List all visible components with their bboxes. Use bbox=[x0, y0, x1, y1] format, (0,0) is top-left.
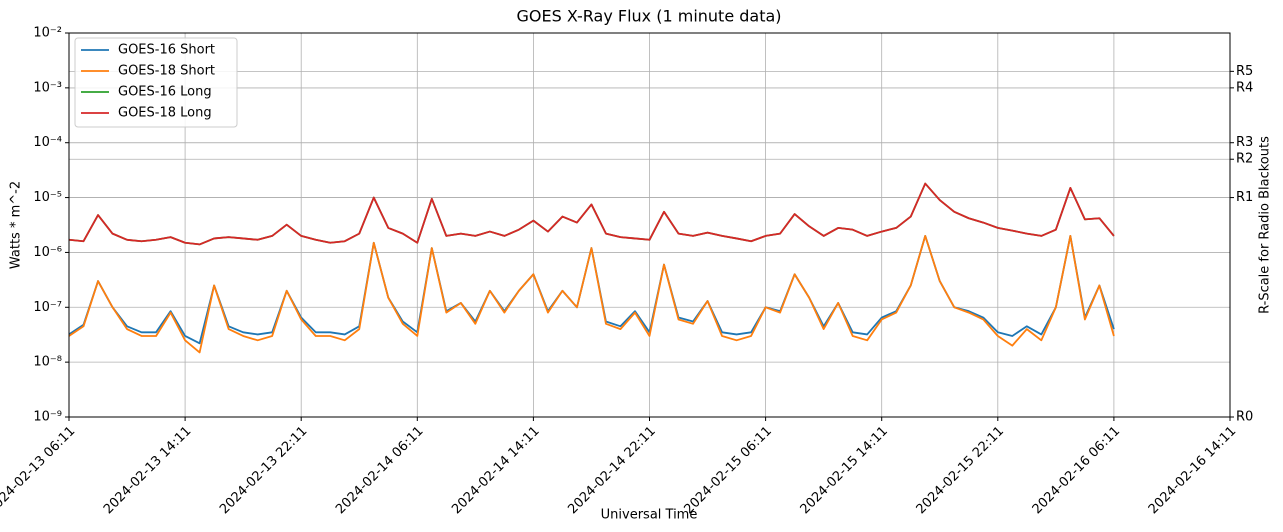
x-axis-label: Universal Time bbox=[601, 508, 698, 523]
x-tick-label: 2024-02-15 14:11 bbox=[798, 424, 891, 517]
series-line bbox=[68, 182, 1115, 246]
y-tick-label: 10⁻³ bbox=[33, 80, 62, 95]
x-tick-label: 2024-02-16 14:11 bbox=[1146, 424, 1239, 517]
y-tick-label: 10⁻² bbox=[33, 26, 62, 41]
y-tick-label: 10⁻⁷ bbox=[33, 300, 62, 315]
legend-label: GOES-16 Short bbox=[118, 43, 215, 58]
chart-title: GOES X-Ray Flux (1 minute data) bbox=[516, 7, 781, 26]
x-tick-label: 2024-02-13 06:11 bbox=[0, 424, 78, 517]
x-tick-label: 2024-02-15 22:11 bbox=[914, 424, 1007, 517]
y2-tick-label: R1 bbox=[1236, 190, 1253, 205]
legend-label: GOES-18 Long bbox=[118, 106, 212, 121]
y-tick-label: 10⁻⁴ bbox=[33, 135, 62, 150]
x-tick-label: 2024-02-13 14:11 bbox=[101, 424, 194, 517]
x-tick-label: 2024-02-15 06:11 bbox=[681, 424, 774, 517]
y2-tick-label: R3 bbox=[1236, 135, 1253, 150]
y2-tick-label: R4 bbox=[1236, 80, 1253, 95]
legend-label: GOES-16 Long bbox=[118, 85, 212, 100]
x-tick-label: 2024-02-13 22:11 bbox=[217, 424, 310, 517]
legend-label: GOES-18 Short bbox=[118, 64, 215, 79]
y-tick-label: 10⁻⁶ bbox=[33, 245, 62, 260]
plot-frame bbox=[68, 32, 1231, 418]
y2-tick-label: R2 bbox=[1236, 152, 1253, 167]
x-tick-label: 2024-02-14 22:11 bbox=[565, 424, 658, 517]
series-line bbox=[68, 235, 1115, 354]
y2-tick-label: R0 bbox=[1236, 410, 1253, 425]
x-tick-label: 2024-02-16 06:11 bbox=[1030, 424, 1123, 517]
legend-box bbox=[74, 37, 238, 128]
x-tick-label: 2024-02-14 14:11 bbox=[449, 424, 542, 517]
x-tick-label: 2024-02-14 06:11 bbox=[333, 424, 426, 517]
y-tick-label: 10⁻⁵ bbox=[33, 190, 62, 205]
y-axis-label: Watts * m^-2 bbox=[9, 181, 24, 269]
y2-tick-label: R5 bbox=[1236, 64, 1253, 79]
y-tick-label: 10⁻⁹ bbox=[33, 410, 62, 425]
y2-axis-label: R-Scale for Radio Blackouts bbox=[1258, 136, 1273, 314]
y-tick-label: 10⁻⁸ bbox=[33, 355, 62, 370]
